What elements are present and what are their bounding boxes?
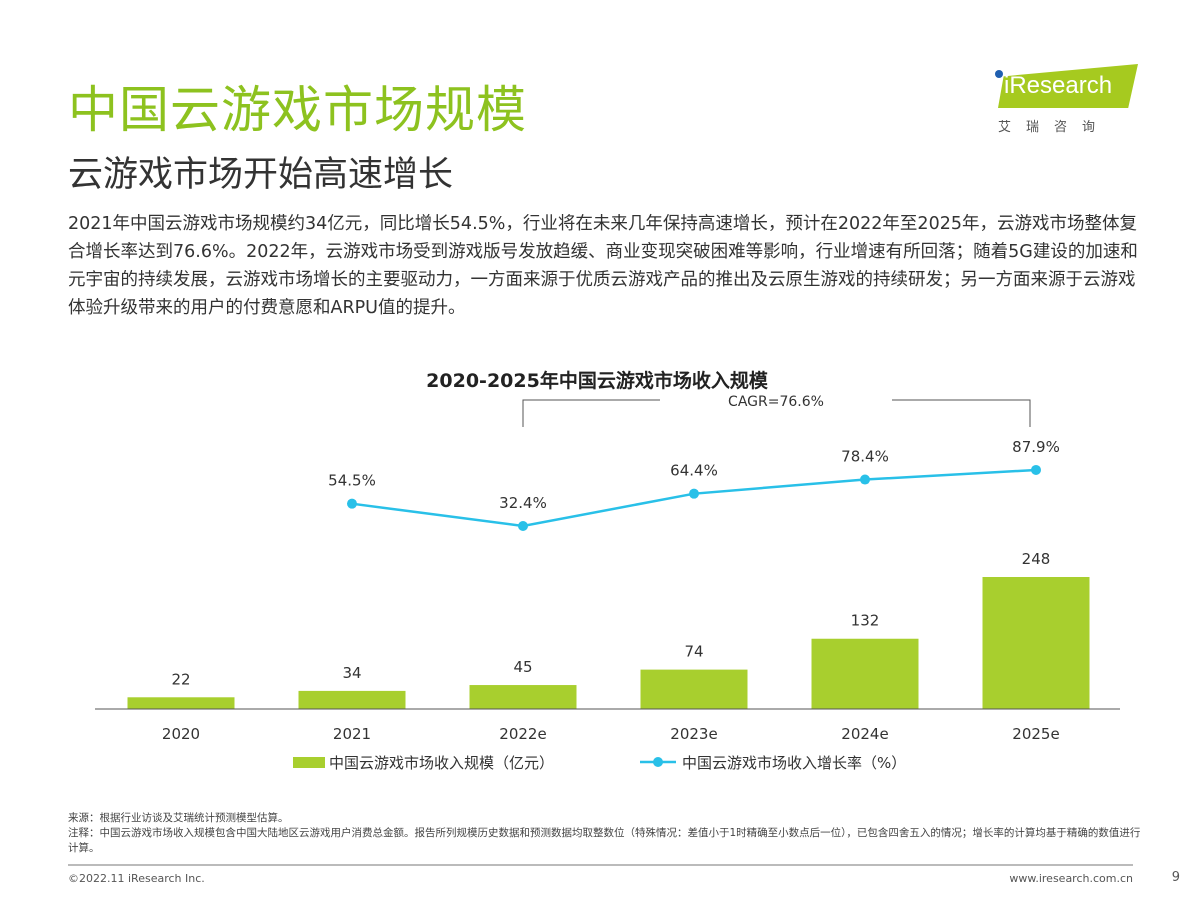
growth-point-2025e (1031, 464, 1041, 475)
logo-text: iResearch (1004, 72, 1113, 99)
chart-title: 2020-2025年中国云游戏市场收入规模 (426, 369, 769, 392)
summary-paragraph: 2021年中国云游戏市场规模约34亿元，同比增长54.5%，行业将在未来几年保持… (68, 214, 1138, 318)
growth-point-2023e (689, 488, 699, 499)
copyright: ©2022.11 iResearch Inc. (68, 872, 205, 885)
growth-value-label: 54.5% (328, 472, 376, 490)
legend-bar-label: 中国云游戏市场收入规模（亿元） (329, 754, 554, 772)
legend-line-swatch (653, 757, 663, 767)
footer-divider (68, 864, 1133, 866)
legend: 中国云游戏市场收入规模（亿元） 中国云游戏市场收入增长率（%） (293, 754, 906, 772)
page-title: 中国云游戏市场规模 (68, 81, 527, 139)
legend-line-label: 中国云游戏市场收入增长率（%） (682, 754, 906, 772)
logo-cn: 艾瑞咨询 (998, 120, 1111, 135)
x-tick-label: 2025e (1012, 725, 1059, 743)
source-note: 来源：根据行业访谈及艾瑞统计预测模型估算。 (68, 812, 289, 824)
bar-2021 (298, 690, 406, 709)
growth-value-label: 87.9% (1012, 438, 1060, 456)
page-number: 9 (1171, 870, 1180, 885)
bar-value-label: 22 (171, 670, 190, 688)
x-tick-label: 2020 (162, 725, 200, 743)
x-tick-label: 2022e (499, 725, 546, 743)
page-subtitle: 云游戏市场开始高速增长 (68, 155, 454, 195)
legend-bar-swatch (293, 757, 325, 768)
bar-2024e (811, 638, 919, 709)
growth-point-2021 (347, 498, 357, 509)
bar-value-label: 45 (513, 658, 532, 676)
bar-2020 (127, 697, 235, 709)
annotation-note: 注释：中国云游戏市场收入规模包含中国大陆地区云游戏用户消费总金额。报告所列规模历… (68, 827, 1141, 854)
growth-value-label: 64.4% (670, 462, 718, 480)
growth-point-2024e (860, 474, 870, 485)
x-tick-label: 2024e (841, 725, 888, 743)
bar-2023e (640, 669, 748, 709)
growth-point-2022e (518, 521, 528, 531)
cagr-label: CAGR=76.6% (728, 394, 824, 410)
bar-value-label: 248 (1022, 550, 1051, 568)
bar-value-label: 34 (342, 664, 361, 682)
bar-value-label: 74 (684, 643, 703, 661)
x-tick-label: 2023e (670, 725, 717, 743)
cagr-bracket: CAGR=76.6% (522, 394, 1031, 427)
growth-value-label: 32.4% (499, 494, 547, 512)
bar-value-label: 132 (851, 612, 880, 630)
x-tick-label: 2021 (333, 725, 371, 743)
iresearch-logo: iResearch 艾瑞咨询 (990, 62, 1140, 137)
bar-2025e (982, 577, 1090, 709)
chart: 2020-2025年中国云游戏市场收入规模 CAGR=76.6% 22 2020 3… (95, 369, 1120, 772)
growth-value-label: 78.4% (841, 448, 889, 466)
notes: 来源：根据行业访谈及艾瑞统计预测模型估算。 注释：中国云游戏市场收入规模包含中国… (68, 811, 1148, 856)
website-link[interactable]: www.iresearch.com.cn (1009, 872, 1133, 885)
bar-2022e (469, 685, 577, 709)
